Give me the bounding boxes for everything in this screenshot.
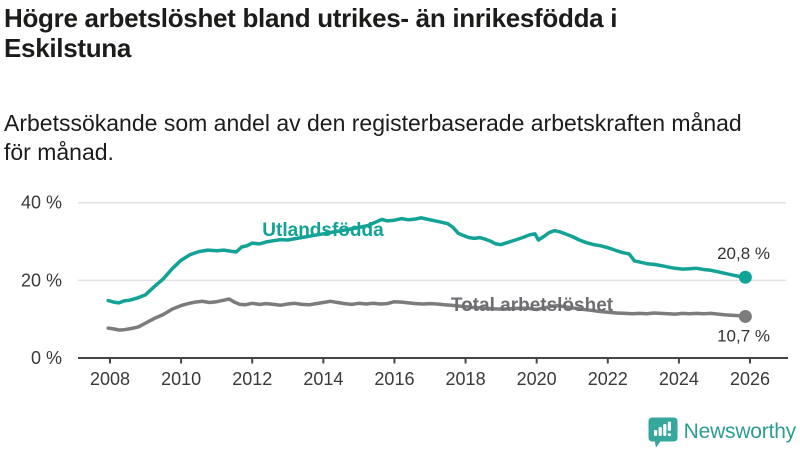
- x-tick-label-2016: 2016: [374, 369, 414, 389]
- series-line-total-arbetsloshet: [106, 297, 748, 332]
- chart-title: Högre arbetslöshet bland utrikes- än inr…: [4, 3, 796, 63]
- y-tick-label-40: 40 %: [21, 193, 62, 213]
- newsworthy-logo-icon: [648, 417, 678, 447]
- end-dot-total-arbetsloshet: [738, 309, 752, 323]
- y-tick-label-20: 20 %: [21, 270, 62, 290]
- end-value-label-total-arbetsloshet: 10,7 %: [717, 326, 770, 345]
- x-tick-label-2026: 2026: [730, 369, 770, 389]
- chart-subtitle-line2: för månad.: [4, 139, 114, 165]
- chart-title-line1: Högre arbetslöshet bland utrikes- än inr…: [4, 3, 618, 33]
- x-tick-label-2008: 2008: [90, 369, 130, 389]
- newsworthy-logo-text: Newsworthy: [683, 420, 797, 443]
- chart-subtitle: Arbetssökande som andel av den registerb…: [4, 109, 796, 167]
- x-tick-label-2022: 2022: [588, 369, 628, 389]
- series-label-utlandsfodda: Utlandsfödda: [262, 220, 384, 241]
- x-tick-label-2010: 2010: [161, 369, 201, 389]
- brand-footer: Newsworthy: [648, 416, 796, 448]
- x-tick-label-2024: 2024: [659, 369, 699, 389]
- series-label-total-arbetsloshet: Total arbetslöshet: [451, 295, 614, 316]
- chart-title-line2: Eskilstuna: [4, 33, 132, 63]
- x-tick-label-2018: 2018: [446, 369, 486, 389]
- end-value-label-utlandsfodda: 20,8 %: [717, 244, 770, 263]
- end-dot-utlandsfodda: [738, 270, 752, 284]
- x-tick-label-2020: 2020: [517, 369, 557, 389]
- x-tick-label-2014: 2014: [303, 369, 343, 389]
- series-line-utlandsfodda: [106, 216, 748, 305]
- x-tick-label-2012: 2012: [232, 369, 272, 389]
- chart-subtitle-line1: Arbetssökande som andel av den registerb…: [4, 110, 742, 136]
- y-tick-label-0: 0 %: [31, 348, 62, 368]
